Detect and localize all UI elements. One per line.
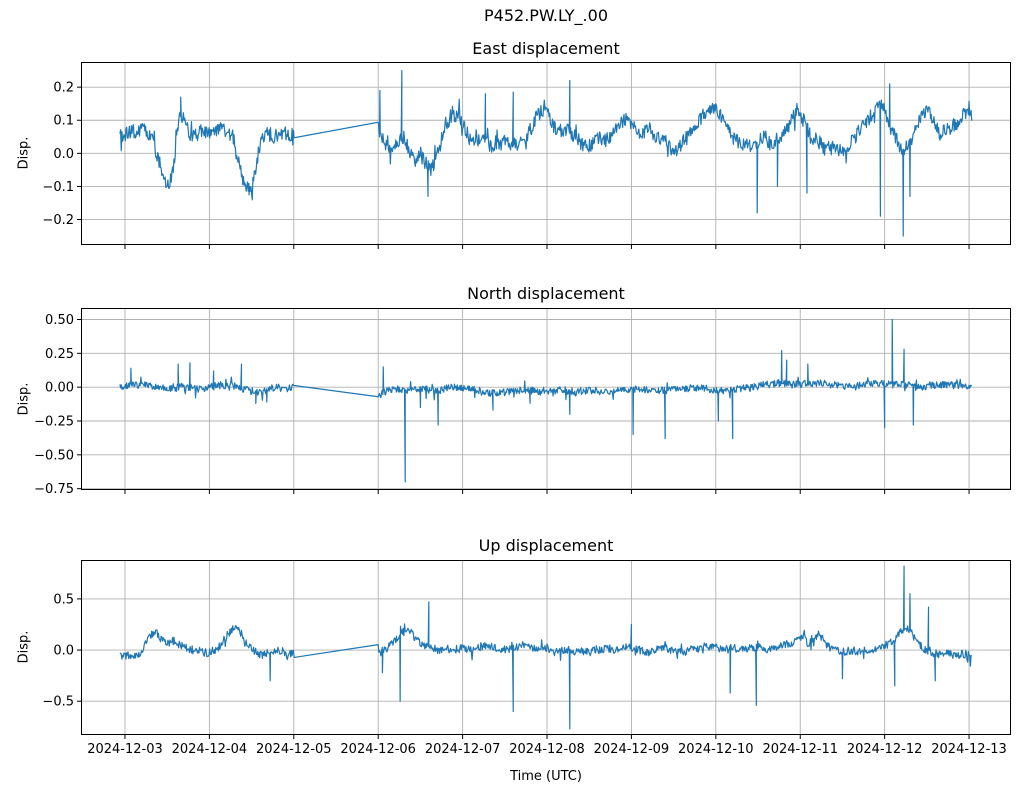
data-line: [119, 70, 973, 237]
x-tick-label: 2024-12-08: [509, 742, 585, 757]
east-displacement-svg: 0.2 0.1 0.0 −0.1 −0.2: [42, 62, 1011, 249]
up-displacement-plot: 2024-12-03 2024-12-04 2024-12-05 2024-12-06…: [42, 560, 1011, 757]
figure-title: P452.PW.LY_.00: [484, 6, 608, 25]
x-tick-label: 2024-12-07: [425, 742, 501, 757]
y-tick-label: 0.00: [45, 381, 74, 396]
y-tick-label: 0.0: [53, 147, 74, 162]
y-tick-label: 0.1: [53, 114, 74, 129]
x-tick-label: 2024-12-12: [847, 742, 923, 757]
x-tick-label: 2024-12-13: [931, 742, 1007, 757]
y-tick-label: 0.2: [53, 81, 74, 96]
up-chart-title: Up displacement: [478, 536, 614, 555]
y-tick-label: 0.50: [45, 313, 74, 328]
x-tick-label: 2024-12-04: [172, 742, 248, 757]
x-tick-label: 2024-12-05: [256, 742, 332, 757]
north-chart-title: North displacement: [467, 284, 625, 303]
north-displacement-plot: 0.50 0.25 0.00 −0.25 −0.50 −0.75: [34, 308, 1011, 497]
data-line: [119, 318, 973, 483]
y-tick-label: −0.2: [42, 213, 74, 228]
x-tick-label: 2024-12-09: [594, 742, 670, 757]
north-ylabel: Disp.: [16, 382, 32, 416]
y-tick-label: −0.50: [34, 448, 74, 463]
y-tick-label: −0.1: [42, 180, 74, 195]
east-chart-title: East displacement: [472, 39, 620, 58]
y-tick-label: 0.25: [45, 347, 74, 362]
east-displacement-plot: 0.2 0.1 0.0 −0.1 −0.2: [42, 62, 1011, 249]
x-tick-label: 2024-12-10: [678, 742, 754, 757]
north-displacement-svg: 0.50 0.25 0.00 −0.25 −0.50 −0.75: [34, 308, 1011, 497]
up-displacement-svg: 2024-12-03 2024-12-04 2024-12-05 2024-12-06…: [42, 560, 1011, 757]
x-tick-label: 2024-12-06: [340, 742, 416, 757]
x-tick-label: 2024-12-03: [87, 742, 163, 757]
x-axis-label: Time (UTC): [510, 769, 582, 784]
y-tick-label: 0.0: [53, 644, 74, 659]
y-tick-label: −0.25: [34, 414, 74, 429]
up-ylabel: Disp.: [16, 630, 32, 664]
east-ylabel: Disp.: [16, 136, 32, 170]
y-tick-label: −0.75: [34, 482, 74, 497]
data-line: [119, 565, 973, 730]
y-tick-label: 0.5: [53, 592, 74, 607]
y-tick-label: −0.5: [42, 695, 74, 710]
x-tick-label: 2024-12-11: [762, 742, 838, 757]
